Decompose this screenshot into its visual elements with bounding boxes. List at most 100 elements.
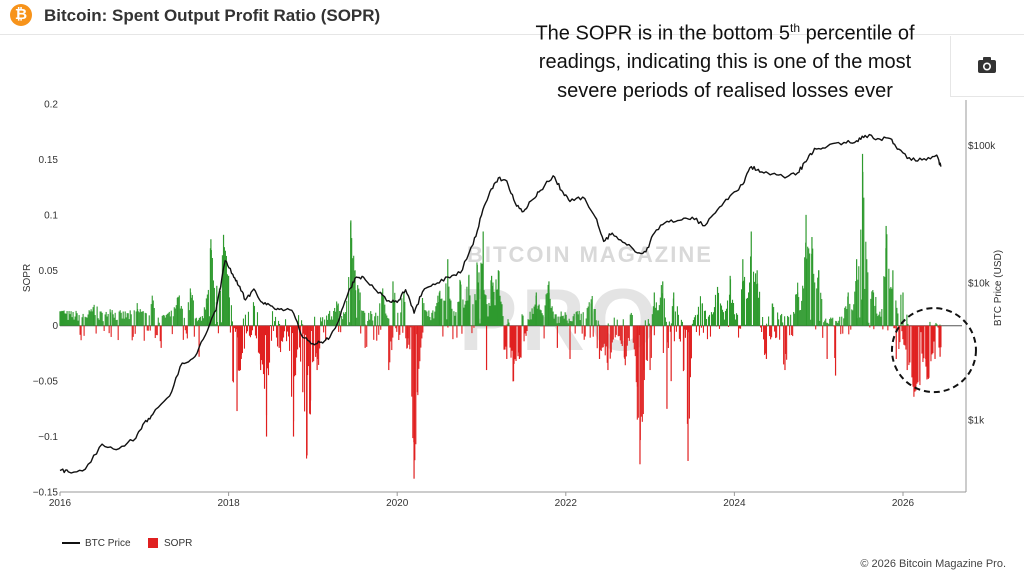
sopr-bar (687, 325, 689, 333)
sopr-bar (765, 325, 767, 354)
sopr-bar (294, 325, 296, 377)
sopr-bar (295, 325, 297, 376)
sopr-bar (798, 297, 800, 326)
sopr-bar (513, 325, 515, 364)
sopr-spike (260, 325, 262, 371)
sopr-bar (655, 302, 657, 326)
sopr-bar (834, 325, 836, 358)
sopr-bar (627, 325, 629, 338)
sopr-bar (587, 306, 589, 326)
sopr-bar (468, 274, 470, 326)
sopr-bar (760, 325, 762, 328)
sopr-bar (244, 314, 247, 326)
sopr-bar (205, 298, 207, 326)
sopr-bar (925, 325, 927, 367)
sopr-bar (501, 304, 503, 326)
sopr-bar (502, 316, 504, 326)
sopr-bar (473, 325, 475, 328)
sopr-bar (494, 305, 496, 326)
sopr-bar (636, 325, 638, 420)
sopr-spike (190, 292, 192, 326)
sopr-bar (152, 300, 154, 326)
sopr-bar (266, 325, 269, 369)
sopr-spike (636, 325, 639, 387)
sopr-bar (72, 311, 74, 326)
sopr-bar (451, 308, 453, 326)
sopr-bar (68, 311, 70, 326)
legend-item-btc-price[interactable]: BTC Price (62, 538, 131, 549)
sopr-bar (791, 325, 793, 335)
sopr-bar (793, 311, 795, 326)
sopr-spike (403, 292, 405, 326)
sopr-bar (432, 310, 434, 326)
sopr-bar (578, 310, 580, 326)
sopr-spike (639, 325, 641, 465)
sopr-bar (749, 282, 751, 326)
sopr-bar (62, 311, 64, 326)
legend-item-sopr[interactable]: SOPR (148, 538, 192, 549)
sopr-bar (280, 325, 283, 341)
sopr-bar (537, 305, 539, 326)
sopr-bar (795, 294, 797, 326)
sopr-bar (361, 310, 363, 326)
sopr-bar (673, 325, 675, 342)
sopr-bar (144, 312, 146, 326)
sopr-bar (515, 325, 517, 362)
sopr-bar (325, 325, 327, 341)
sopr-spike (885, 225, 887, 326)
sopr-bar (916, 325, 918, 384)
sopr-bar (435, 306, 437, 326)
sopr-bar (599, 325, 601, 350)
sopr-bar (701, 303, 704, 326)
sopr-bar (356, 317, 358, 326)
sopr-bar (245, 325, 248, 334)
sopr-bar (650, 325, 652, 358)
sopr-bar (257, 325, 260, 353)
sopr-bar (143, 325, 145, 341)
sopr-spike (590, 303, 592, 326)
sopr-bar (469, 295, 471, 326)
sopr-bar (734, 319, 737, 326)
sopr-bar (498, 271, 500, 326)
sopr-bar (710, 312, 713, 326)
sopr-bar (845, 306, 847, 326)
sopr-bar (679, 325, 681, 342)
sopr-bar (901, 325, 903, 332)
sopr-bar (905, 325, 907, 350)
sopr-spike (506, 325, 508, 359)
sopr-bar (466, 286, 468, 326)
sopr-bar (572, 316, 574, 326)
sopr-bar (641, 325, 643, 422)
sopr-bar (803, 288, 805, 326)
sopr-bar (919, 325, 921, 386)
sopr-bar (549, 298, 551, 326)
sopr-spike (59, 311, 61, 326)
sopr-bar (542, 315, 544, 326)
sopr-bar (770, 325, 772, 340)
sopr-bar (328, 313, 330, 326)
sopr-bar (915, 325, 917, 391)
sopr-bar (512, 325, 514, 382)
sopr-bar (558, 322, 560, 326)
sopr-bar (777, 312, 779, 326)
sopr-bar (379, 303, 381, 326)
sopr-bar (237, 325, 239, 371)
sopr-bar (116, 319, 118, 326)
camera-icon[interactable] (977, 56, 997, 74)
sopr-bar (440, 298, 442, 326)
sopr-bar (203, 307, 205, 326)
chart-title: Bitcoin: Spent Output Profit Ratio (SOPR… (44, 6, 381, 25)
sopr-bar (579, 320, 581, 326)
sopr-bar (344, 313, 346, 326)
sopr-bar (311, 325, 313, 331)
sopr-bar (332, 319, 334, 326)
sopr-bar (261, 325, 264, 365)
sopr-bar (725, 308, 728, 326)
sopr-spike (895, 325, 897, 359)
sopr-bar (937, 325, 939, 328)
sopr-bar (82, 313, 84, 326)
sopr-bar (126, 313, 128, 326)
sopr-spike (556, 325, 558, 348)
sopr-bar (851, 309, 853, 326)
sopr-bar (674, 311, 676, 326)
